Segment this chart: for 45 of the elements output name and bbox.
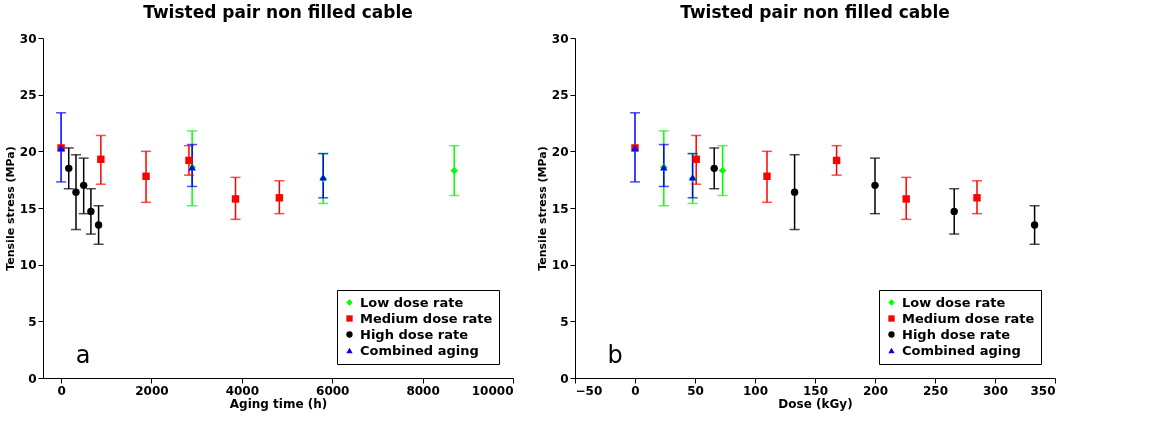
y-tick-label: 25 [19, 88, 37, 103]
y-tick-label: 5 [28, 314, 37, 329]
y-tick-label: 10 [551, 258, 569, 273]
legend-label: Combined aging [360, 342, 479, 358]
y-tick-label: 15 [551, 201, 569, 216]
legend-label: High dose rate [360, 326, 469, 342]
y-tick-label: 0 [28, 371, 37, 386]
y-tick-label: 30 [551, 31, 569, 46]
x-tick-label: 2000 [135, 383, 169, 398]
y-tick-label: 30 [19, 31, 37, 46]
legend-label: High dose rate [902, 326, 1011, 342]
y-tick-label: 20 [551, 144, 569, 159]
legend-label: Medium dose rate [360, 310, 493, 326]
x-tick-label: 100 [742, 383, 769, 398]
x-tick-label: 6000 [316, 383, 350, 398]
x-tick-label: 50 [687, 383, 704, 398]
x-axis-title: Aging time (h) [229, 396, 328, 411]
y-tick-label: 10 [19, 258, 37, 273]
x-tick-label: 300 [982, 383, 1009, 398]
x-tick-label: 10000 [471, 383, 514, 398]
y-tick-label: 20 [19, 144, 37, 159]
x-tick-label: 8000 [406, 383, 440, 398]
y-axis-title: Tensile stress (MPa) [3, 146, 17, 271]
legend-label: Medium dose rate [902, 310, 1035, 326]
chart-title: Twisted pair non filled cable [143, 2, 413, 22]
y-tick-label: 25 [551, 88, 569, 103]
x-tick-label: 350 [1030, 383, 1056, 398]
x-tick-label: 0 [631, 383, 640, 398]
y-axis-title: Tensile stress (MPa) [535, 146, 549, 271]
x-tick-label: 250 [922, 383, 949, 398]
x-tick-label: −50 [575, 383, 603, 398]
x-axis-title: Dose (kGy) [778, 396, 853, 411]
legend-label: Low dose rate [902, 294, 1006, 310]
x-tick-label: 200 [862, 383, 889, 398]
annotation: b [607, 341, 623, 369]
y-tick-label: 0 [560, 371, 569, 386]
legend-label: Combined aging [902, 342, 1021, 358]
y-tick-label: 15 [19, 201, 37, 216]
legend-label: Low dose rate [360, 294, 464, 310]
y-tick-label: 5 [560, 314, 569, 329]
chart-title: Twisted pair non filled cable [680, 2, 950, 22]
annotation: a [75, 341, 91, 369]
x-tick-label: 150 [802, 383, 829, 398]
x-tick-label: 0 [57, 383, 66, 398]
x-tick-label: 4000 [225, 383, 260, 398]
